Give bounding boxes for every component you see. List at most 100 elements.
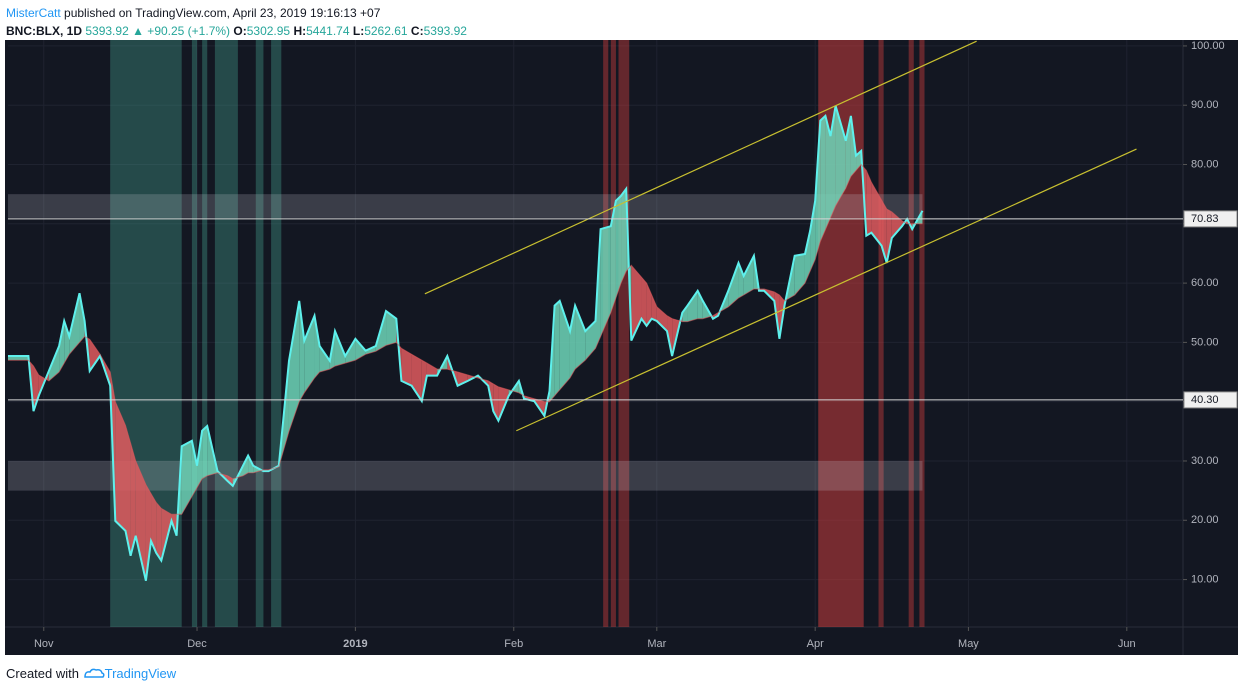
author[interactable]: MisterCatt bbox=[6, 6, 61, 20]
fill-segment bbox=[845, 115, 851, 189]
y-tick-label: 80.00 bbox=[1191, 158, 1219, 170]
zone bbox=[8, 194, 923, 218]
price-label-box bbox=[1183, 391, 1238, 409]
logo bbox=[83, 668, 105, 678]
fill-segment bbox=[743, 255, 754, 295]
symbol: BNC:BLX, 1D bbox=[6, 24, 83, 38]
fill-segment bbox=[319, 345, 330, 373]
footer: Created with TradingView bbox=[6, 666, 176, 681]
y-tick-label: 20.00 bbox=[1191, 514, 1219, 526]
fill-segment bbox=[569, 305, 576, 378]
x-tick-label: Apr bbox=[807, 638, 824, 650]
fill-segment bbox=[59, 321, 65, 373]
ohlc-label: H: bbox=[293, 24, 307, 38]
shaded-band bbox=[214, 40, 238, 627]
fill-segment bbox=[202, 425, 208, 479]
x-tick-label: Nov bbox=[34, 638, 54, 650]
fill-segment bbox=[145, 484, 152, 581]
ohlc-value: 5393.92 bbox=[423, 24, 467, 38]
fill-segment bbox=[656, 306, 668, 332]
x-tick-label: Feb bbox=[504, 638, 523, 650]
ticker-line: BNC:BLX, 1D 5393.92 ▲ +90.25 (+1.7%) O:5… bbox=[6, 22, 467, 40]
footer-text: Created with bbox=[6, 666, 79, 681]
shaded-band bbox=[618, 40, 630, 627]
price-label: 40.30 bbox=[1191, 394, 1219, 406]
brand[interactable]: TradingView bbox=[104, 666, 177, 681]
ohlc-label: O: bbox=[233, 24, 247, 38]
published: published on TradingView.com, April 23, … bbox=[64, 6, 381, 20]
fill-segment bbox=[641, 277, 647, 326]
fill-segment bbox=[334, 331, 346, 367]
fill-segment bbox=[835, 105, 846, 207]
fill-segment bbox=[181, 440, 192, 515]
shaded-band bbox=[919, 40, 925, 627]
zone bbox=[8, 460, 923, 491]
fill-segment bbox=[697, 290, 703, 319]
fill-segment bbox=[288, 300, 300, 432]
y-tick-label: 10.00 bbox=[1191, 573, 1219, 585]
fill-segment bbox=[314, 315, 320, 378]
ohlc-value: 5441.74 bbox=[306, 24, 350, 38]
shaded-band bbox=[255, 40, 264, 627]
x-tick-label: May bbox=[958, 638, 979, 650]
fill-segment bbox=[825, 115, 831, 230]
shaded-band bbox=[603, 40, 609, 627]
y-tick-label: 60.00 bbox=[1191, 277, 1219, 289]
chart-background bbox=[5, 40, 1238, 655]
fill-segment bbox=[651, 294, 657, 322]
fill-segment bbox=[115, 401, 126, 531]
ohlc-value: 5302.95 bbox=[246, 24, 291, 38]
ohlc-label: C: bbox=[410, 24, 424, 38]
fill-segment bbox=[28, 356, 34, 412]
header: MisterCatt published on TradingView.com,… bbox=[6, 4, 467, 40]
shaded-band bbox=[610, 40, 616, 627]
fill-segment bbox=[615, 195, 622, 298]
ohlc-value: 5262.61 bbox=[364, 24, 408, 38]
y-tick-label: 30.00 bbox=[1191, 455, 1219, 467]
fill-segment bbox=[738, 262, 744, 298]
fill-segment bbox=[804, 230, 811, 284]
shaded-band bbox=[202, 40, 208, 627]
fill-segment bbox=[575, 305, 586, 370]
fill-segment bbox=[728, 262, 739, 307]
fill-segment bbox=[89, 339, 100, 371]
fill-segment bbox=[457, 372, 468, 386]
change: ▲ +90.25 (+1.7%) bbox=[132, 24, 231, 38]
ohlc-label: L: bbox=[352, 24, 365, 38]
fill-segment bbox=[621, 188, 627, 284]
fill-segment bbox=[426, 363, 438, 376]
x-tick-label: Jun bbox=[1118, 638, 1136, 650]
fill-segment bbox=[554, 300, 560, 396]
price-label: 70.83 bbox=[1191, 213, 1219, 225]
signal-line bbox=[8, 163, 923, 515]
fill-segment bbox=[135, 460, 146, 581]
fill-segment bbox=[156, 502, 162, 561]
fill-segment bbox=[493, 383, 499, 421]
fill-segment bbox=[631, 265, 642, 341]
fill-segment bbox=[600, 226, 611, 337]
fill-segment bbox=[355, 338, 366, 361]
fill-segment bbox=[810, 200, 816, 272]
fill-segment bbox=[232, 465, 243, 486]
fill-segment bbox=[386, 310, 397, 346]
fill-segment bbox=[886, 208, 892, 263]
fill-segment bbox=[646, 283, 652, 326]
trendline bbox=[516, 148, 1137, 432]
fill-segment bbox=[687, 290, 698, 322]
fill-segment bbox=[130, 443, 136, 556]
x-tick-label: Mar bbox=[647, 638, 666, 650]
fill-segment bbox=[8, 356, 29, 361]
trendline bbox=[424, 40, 977, 295]
x-tick-label: 2019 bbox=[343, 638, 367, 650]
shaded-band bbox=[878, 40, 884, 627]
fill-segment bbox=[191, 440, 198, 497]
fill-segment bbox=[820, 115, 826, 242]
fill-segment bbox=[871, 182, 882, 246]
fill-segment bbox=[610, 200, 616, 313]
fill-segment bbox=[585, 321, 596, 361]
fill-segment bbox=[69, 293, 80, 355]
fill-segment bbox=[682, 305, 688, 322]
oscillator-line bbox=[8, 105, 924, 582]
